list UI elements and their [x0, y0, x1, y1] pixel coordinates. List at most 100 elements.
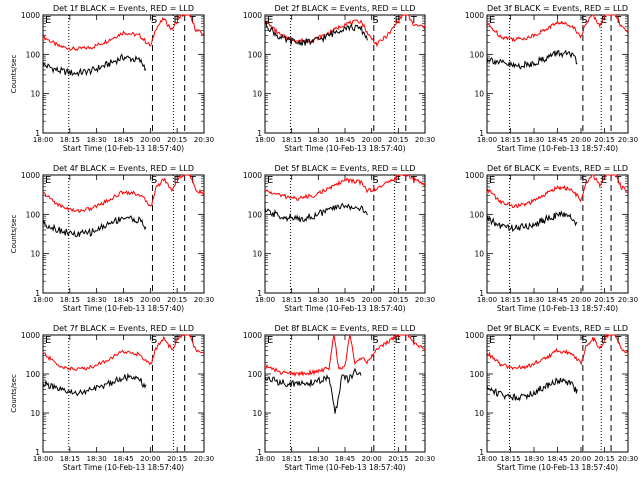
x-tick-label: 18:00 — [255, 296, 275, 304]
y-tick-label: 1000 — [21, 11, 40, 20]
y-tick-label: 1 — [257, 129, 262, 138]
series-line-events — [42, 215, 147, 238]
y-axis-label: Counts/sec — [10, 55, 18, 94]
y-tick-label: 10 — [474, 90, 484, 99]
segment-marker-label: E — [173, 15, 179, 26]
x-tick-label: 20:15 — [167, 296, 187, 304]
panel-det-2: Det 2f BLACK = Events, RED = LLD 1 10 100 10… — [243, 4, 435, 153]
corner-marker-label: E — [267, 15, 273, 26]
x-tick-label: 18:45 — [335, 296, 355, 304]
segment-marker-label: T — [410, 335, 418, 346]
segment-marker-label: S — [581, 15, 587, 26]
segment-marker-label: S — [581, 175, 587, 186]
y-tick-label: 1 — [479, 129, 484, 138]
x-tick-label: 20:30 — [194, 296, 214, 304]
x-tick-label: 20:00 — [571, 296, 591, 304]
x-tick-label: 18:15 — [500, 455, 520, 463]
segment-marker-label: S — [151, 15, 157, 26]
y-tick-label: 10 — [252, 250, 262, 259]
series-line-events — [264, 202, 368, 223]
y-tick-label: 1000 — [21, 171, 40, 180]
x-tick-label: 20:30 — [618, 136, 638, 144]
x-axis-label: Start Time (10-Feb-13 18:57:40) — [63, 463, 184, 472]
x-axis-label: Start Time (10-Feb-13 18:57:40) — [497, 144, 618, 153]
panel-title: Det 2f BLACK = Events, RED = LLD — [274, 4, 415, 13]
series-line-events — [264, 21, 368, 46]
plot-frame — [264, 334, 426, 453]
x-axis-label: Start Time (10-Feb-13 18:57:40) — [284, 304, 405, 313]
x-tick-label: 20:30 — [618, 455, 638, 463]
panel-title: Det 5f BLACK = Events, RED = LLD — [274, 164, 415, 173]
series-line-lld — [486, 14, 629, 43]
x-tick-label: 18:30 — [308, 455, 328, 463]
x-tick-label: 18:15 — [500, 136, 520, 144]
x-tick-label: 20:00 — [571, 136, 591, 144]
y-tick-label: 1000 — [243, 331, 262, 340]
series-line-events — [42, 53, 147, 78]
y-tick-label: 100 — [26, 50, 41, 59]
y-tick-label: 1000 — [465, 171, 484, 180]
series-line-lld — [264, 174, 426, 201]
y-axis-label: Counts/sec — [10, 374, 18, 413]
y-tick-label: 100 — [248, 210, 263, 219]
panel-det-9: Det 9f BLACK = Events, RED = LLD 1 10 100 10… — [465, 324, 638, 472]
x-tick-label: 20:00 — [140, 296, 160, 304]
x-tick-label: 20:15 — [167, 455, 187, 463]
y-tick-label: 10 — [30, 250, 40, 259]
x-tick-label: 18:30 — [524, 296, 544, 304]
panel-det-1: Det 1f BLACK = Events, RED = LLD 1 10 100 10… — [10, 4, 214, 153]
x-tick-label: 18:00 — [477, 296, 497, 304]
x-tick-label: 20:30 — [415, 455, 435, 463]
corner-marker-label: E — [489, 335, 495, 346]
x-tick-label: 18:15 — [282, 455, 302, 463]
x-tick-label: 20:30 — [415, 136, 435, 144]
x-tick-label: 18:00 — [477, 455, 497, 463]
segment-marker-label: E — [601, 175, 607, 186]
y-tick-label: 100 — [470, 210, 485, 219]
x-tick-label: 18:00 — [477, 136, 497, 144]
x-tick-label: 20:15 — [594, 455, 614, 463]
x-tick-label: 18:45 — [113, 455, 133, 463]
series-line-lld — [264, 334, 426, 378]
series-line-lld — [42, 14, 205, 51]
segment-marker-label: E — [173, 175, 179, 186]
x-tick-label: 18:15 — [500, 296, 520, 304]
x-tick-label: 18:30 — [524, 136, 544, 144]
x-tick-label: 18:00 — [255, 455, 275, 463]
segment-marker-label: S — [372, 175, 378, 186]
panel-det-5: Det 5f BLACK = Events, RED = LLD 1 10 100 10… — [243, 164, 435, 313]
x-tick-label: 18:45 — [547, 136, 567, 144]
panel-title: Det 3f BLACK = Events, RED = LLD — [487, 4, 628, 13]
x-axis-label: Start Time (10-Feb-13 18:57:40) — [63, 304, 184, 313]
panel-det-4: Det 4f BLACK = Events, RED = LLD 1 10 100 10… — [10, 164, 214, 313]
panel-title: Det 6f BLACK = Events, RED = LLD — [487, 164, 628, 173]
x-tick-label: 18:30 — [87, 455, 107, 463]
y-tick-label: 1000 — [465, 11, 484, 20]
x-tick-label: 18:15 — [282, 136, 302, 144]
y-tick-label: 1000 — [243, 171, 262, 180]
y-tick-label: 1 — [479, 289, 484, 298]
x-axis-label: Start Time (10-Feb-13 18:57:40) — [284, 144, 405, 153]
segment-marker-label: S — [151, 335, 157, 346]
plot-frame — [264, 14, 426, 134]
segment-marker-label: S — [372, 335, 378, 346]
x-tick-label: 20:00 — [140, 136, 160, 144]
x-tick-label: 20:30 — [194, 455, 214, 463]
panel-det-3: Det 3f BLACK = Events, RED = LLD 1 10 100 10… — [465, 4, 638, 153]
panel-title: Det 1f BLACK = Events, RED = LLD — [53, 4, 194, 13]
x-tick-label: 20:30 — [194, 136, 214, 144]
series-line-events — [486, 377, 578, 402]
x-tick-label: 18:00 — [33, 296, 53, 304]
plot-frame — [486, 334, 629, 453]
corner-marker-label: E — [45, 15, 51, 26]
series-line-lld — [486, 333, 629, 371]
x-axis-label: Start Time (10-Feb-13 18:57:40) — [497, 304, 618, 313]
segment-marker-label: E — [395, 335, 401, 346]
x-tick-label: 18:15 — [60, 296, 80, 304]
y-axis-label: Counts/sec — [10, 215, 18, 254]
x-axis-label: Start Time (10-Feb-13 18:57:40) — [284, 463, 405, 472]
x-tick-label: 20:00 — [140, 455, 160, 463]
y-tick-label: 1 — [35, 289, 40, 298]
x-tick-label: 18:00 — [33, 136, 53, 144]
x-tick-label: 18:15 — [60, 136, 80, 144]
